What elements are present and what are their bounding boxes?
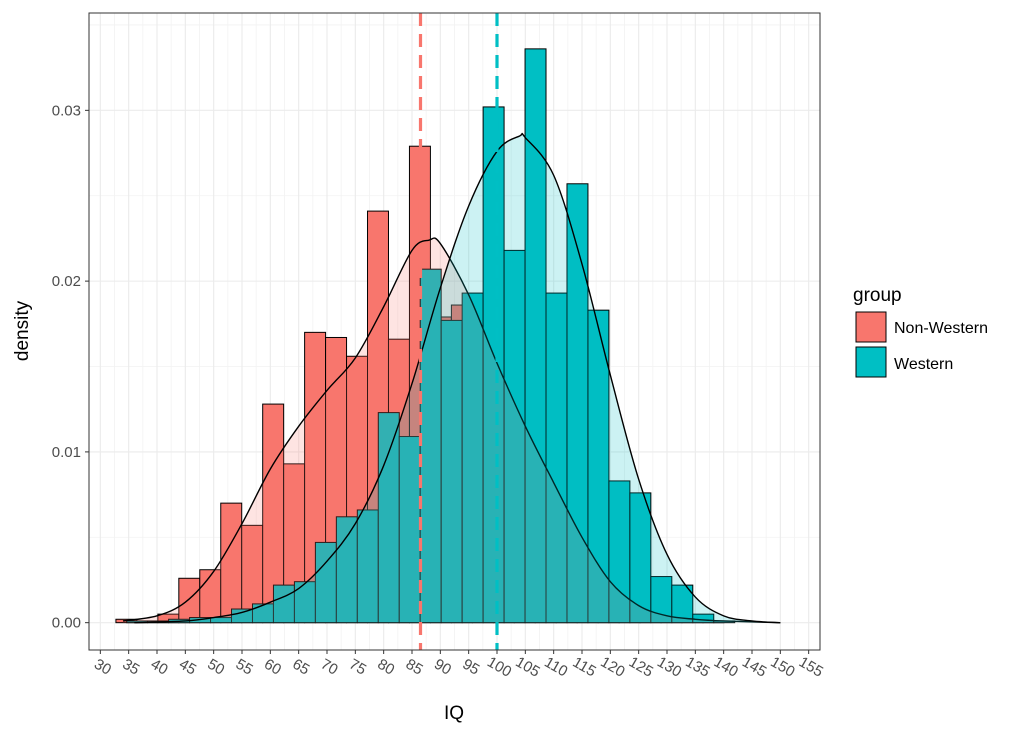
x-tick-label: 30 — [91, 656, 114, 679]
x-tick-label: 140 — [711, 653, 741, 680]
x-tick-label: 75 — [346, 656, 369, 679]
y-axis-title: density — [12, 300, 33, 361]
x-tick-label: 130 — [654, 653, 684, 680]
x-tick-label: 105 — [512, 653, 542, 680]
x-tick-label: 90 — [431, 656, 454, 679]
x-tick-label: 155 — [796, 653, 826, 680]
x-tick-label: 35 — [119, 656, 142, 679]
density-curve-western — [134, 132, 781, 624]
density-area-non-western — [123, 237, 781, 623]
x-tick-label: 50 — [204, 656, 227, 679]
x-tick-label: 70 — [318, 656, 341, 679]
legend-label-non-western: Non-Western — [894, 320, 988, 337]
y-tick-label: 0.03 — [52, 102, 81, 119]
x-tick-label: 40 — [148, 656, 171, 679]
legend-label-western: Western — [894, 356, 953, 373]
x-tick-label: 120 — [597, 653, 627, 680]
legend-swatch-western — [855, 346, 887, 378]
x-tick-label: 65 — [289, 656, 312, 679]
legend-swatch-non-western — [855, 311, 887, 343]
x-tick-label: 45 — [176, 656, 199, 679]
x-tick-label: 55 — [233, 656, 256, 679]
y-tick-label: 0.02 — [52, 273, 81, 290]
x-tick-label: 100 — [484, 653, 514, 680]
x-tick-label: 110 — [541, 654, 570, 681]
mean-lines — [418, 13, 499, 650]
y-tick-label: 0.01 — [52, 444, 81, 461]
y-tick-label: 0.00 — [52, 615, 81, 632]
x-tick-label: 115 — [570, 654, 599, 681]
x-tick-label: 85 — [403, 656, 426, 679]
bar-western — [629, 492, 652, 624]
bar-western — [671, 584, 694, 624]
panel-border — [88, 12, 821, 651]
x-axis-title: IQ — [444, 703, 464, 724]
bar-western — [587, 309, 610, 624]
histogram-bars — [115, 48, 736, 624]
x-tick-label: 95 — [459, 656, 482, 679]
density-area-western — [134, 133, 781, 623]
x-tick-label: 80 — [374, 656, 397, 679]
legend: group Non-Western Western — [853, 285, 988, 378]
x-tick-label: 60 — [261, 656, 284, 679]
x-tick-label: 150 — [767, 653, 797, 680]
x-tick-label: 125 — [626, 653, 656, 680]
density-curves — [122, 132, 781, 624]
y-axis-ticks: 0.00 0.01 0.02 0.03 — [52, 102, 89, 632]
x-tick-label: 135 — [682, 653, 712, 680]
legend-title: group — [853, 285, 902, 306]
density-curve-non-western — [122, 237, 781, 624]
x-tick-label: 145 — [739, 653, 769, 680]
